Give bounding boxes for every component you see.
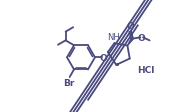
Text: HCl: HCl [137,65,155,74]
Text: O: O [100,53,108,62]
Polygon shape [127,39,133,46]
Text: NH: NH [107,32,120,41]
Text: Br: Br [63,78,75,87]
Text: O: O [138,33,145,42]
Text: O: O [126,22,134,31]
